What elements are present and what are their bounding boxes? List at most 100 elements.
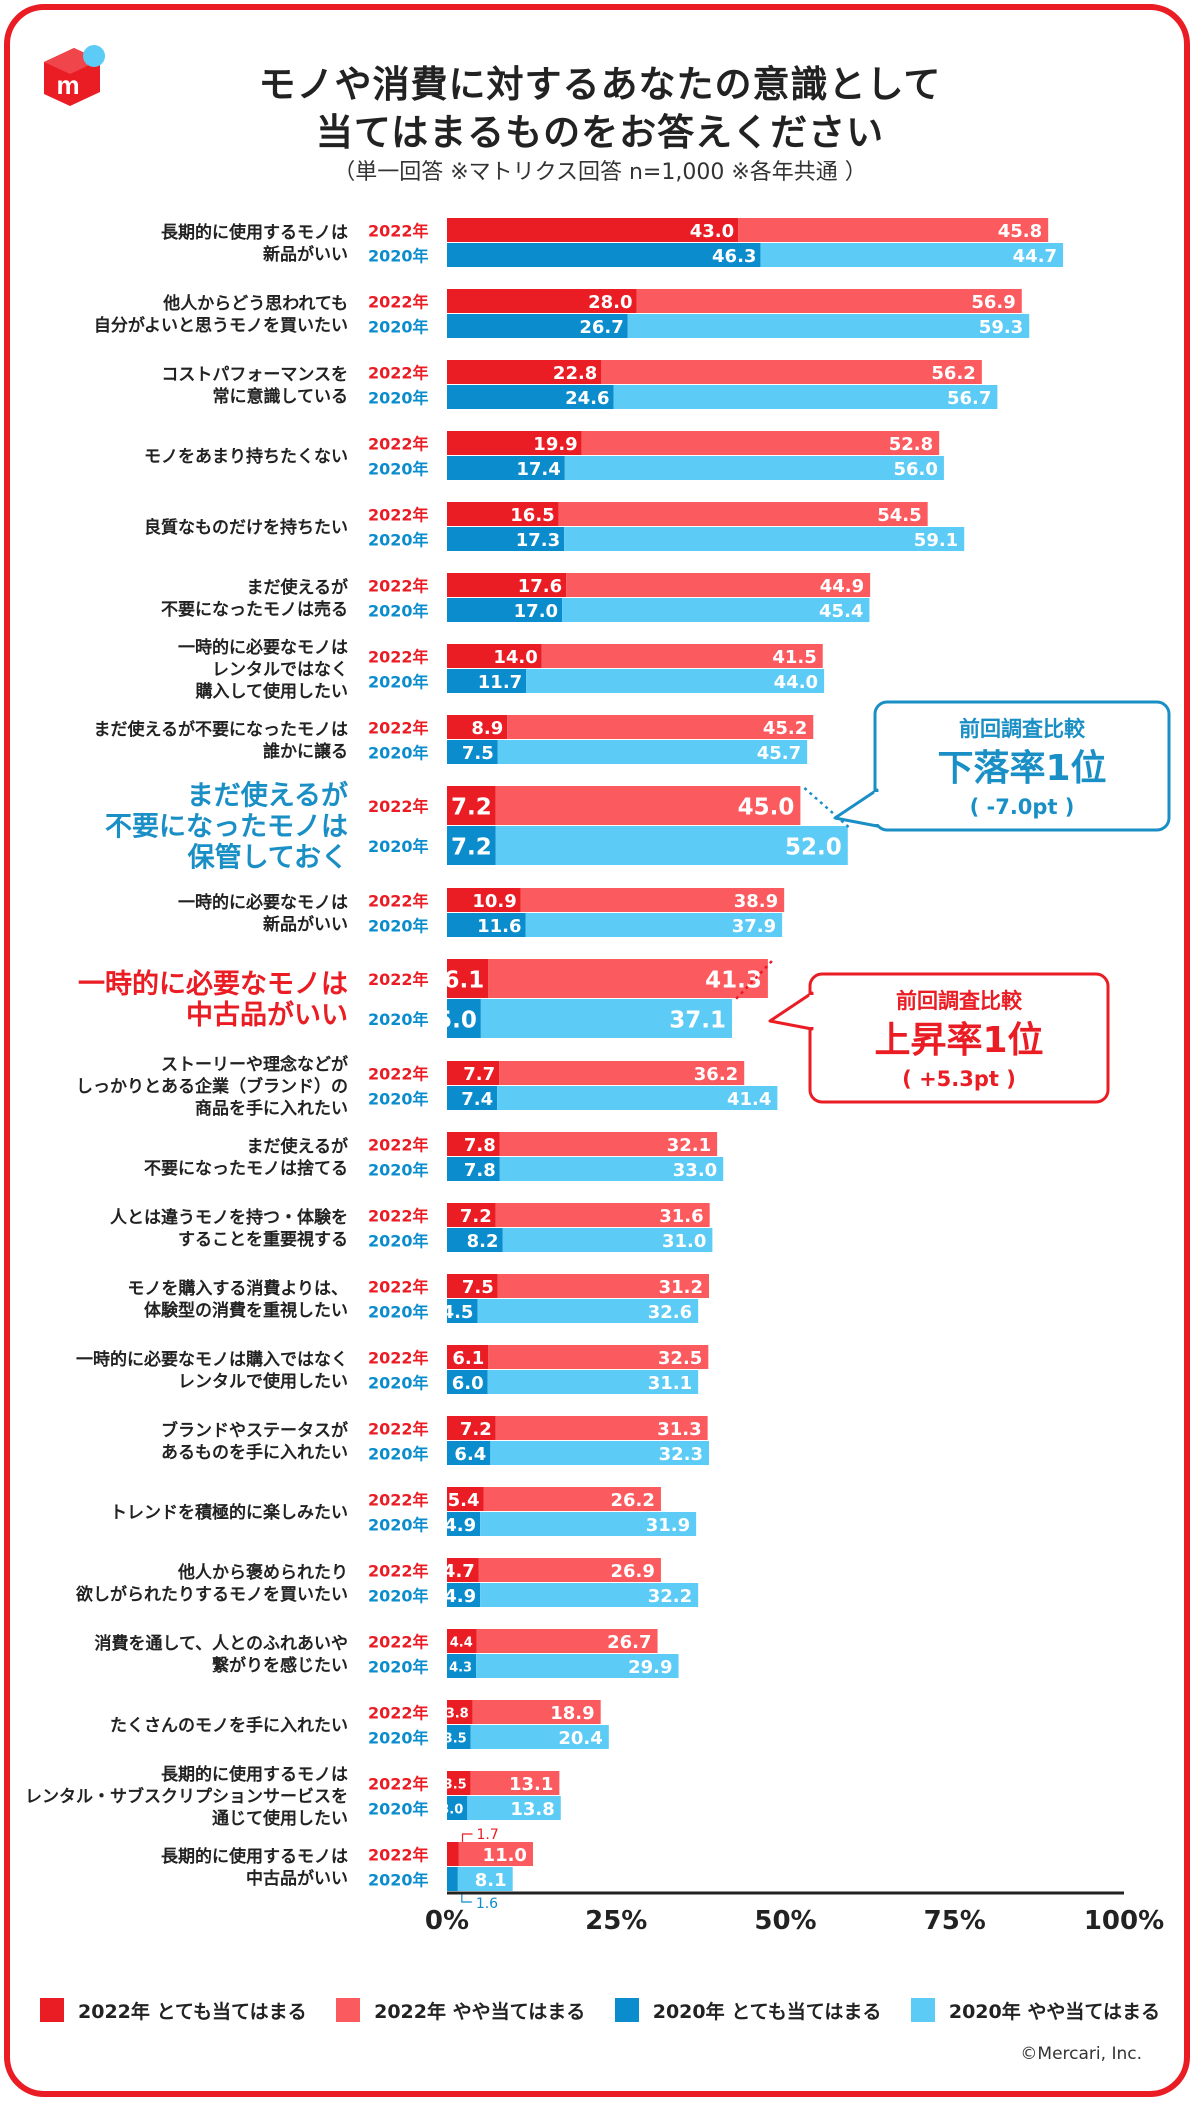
data-label-some: 32.3 xyxy=(659,1444,703,1465)
category-label: モノをあまり持ちたくない xyxy=(144,446,348,467)
category-label: 長期的に使用するモノは xyxy=(161,1846,348,1867)
bar-2020-some xyxy=(499,1157,724,1181)
data-label-strong: 5.0 xyxy=(436,1008,477,1034)
data-label-some: 38.9 xyxy=(734,891,778,912)
bar-2020-strong xyxy=(447,1725,471,1749)
mercari-logo-icon: m xyxy=(44,45,105,106)
data-label-strong: 24.6 xyxy=(565,388,609,409)
category-label: ストーリーや理念などが xyxy=(161,1054,348,1075)
data-label-some: 8.1 xyxy=(475,1870,507,1891)
year-label-2020: 2020年 xyxy=(368,1161,429,1180)
bar-2020-some xyxy=(480,1512,697,1536)
bar-2022-strong xyxy=(447,644,542,668)
data-label-strong: 7.5 xyxy=(462,1277,494,1298)
data-label-strong: 16.5 xyxy=(510,505,554,526)
bar-2020-some xyxy=(562,598,870,622)
bar-2022-some xyxy=(472,1700,601,1724)
data-label-some: 31.6 xyxy=(659,1206,703,1227)
bar-2020-some xyxy=(457,1867,513,1891)
bar-2022-some xyxy=(558,502,928,526)
bar-2020-strong xyxy=(447,527,565,551)
bar-2020-strong xyxy=(447,740,498,764)
data-label-strong: 6.1 xyxy=(444,968,485,994)
year-label-2020: 2020年 xyxy=(368,1587,429,1606)
year-label-2020: 2020年 xyxy=(368,1303,429,1322)
bar-2022-some xyxy=(470,1771,560,1795)
category-label: 購入して使用したい xyxy=(196,681,349,702)
data-label-strong: 19.9 xyxy=(533,434,577,455)
data-label-strong: 7.2 xyxy=(460,1206,492,1227)
bar-2020-strong xyxy=(447,243,761,267)
bar-2020-strong xyxy=(447,385,614,409)
data-label-some: 32.1 xyxy=(667,1135,711,1156)
bar-2020-strong xyxy=(447,1583,481,1607)
bar-2020-strong xyxy=(447,1299,478,1323)
data-label-strong: 14.0 xyxy=(493,647,537,668)
bar-2020-some xyxy=(467,1796,561,1820)
category-label: トレンドを積極的に楽しみたい xyxy=(110,1502,348,1523)
data-label-strong: 11.6 xyxy=(477,916,521,937)
category-label: しっかりとある企業（ブランド）の xyxy=(76,1076,348,1097)
bar-2020-some xyxy=(613,385,998,409)
callout-headline: 下落率1位 xyxy=(937,748,1106,789)
category-label: 一時的に必要なモノは xyxy=(178,637,348,658)
bar-2022-some xyxy=(601,360,982,384)
data-label-strong: 3.5 xyxy=(444,1731,467,1746)
x-tick-label: 75% xyxy=(924,1906,986,1936)
callout-title: 前回調査比較 xyxy=(959,717,1086,741)
bar-2020-strong xyxy=(447,913,526,937)
category-label: 誰かに譲る xyxy=(263,741,348,762)
bar-2020-some xyxy=(477,1299,699,1323)
bar-2022-strong xyxy=(447,1629,477,1653)
year-label-2022: 2022年 xyxy=(368,1349,429,1368)
category-label: 長期的に使用するモノは xyxy=(161,222,348,243)
year-label-2022: 2022年 xyxy=(368,1278,429,1297)
bar-2020-some xyxy=(470,1725,609,1749)
category-label: 一時的に必要なモノは xyxy=(178,892,348,913)
bar-2022-strong xyxy=(447,1416,496,1440)
bar-2020-some xyxy=(760,243,1064,267)
bar-2020-some xyxy=(497,1086,778,1110)
data-label-strong: 7.8 xyxy=(464,1135,496,1156)
data-label-strong: 4.7 xyxy=(443,1561,475,1582)
category-label: まだ使えるが不要になったモノは xyxy=(94,719,349,740)
data-label-strong: 28.0 xyxy=(588,292,632,313)
bar-2022-some xyxy=(499,1061,745,1085)
bar-2020-strong xyxy=(447,1370,488,1394)
data-label-strong: 4.3 xyxy=(449,1660,472,1675)
category-label: 新品がいい xyxy=(263,244,348,265)
category-label: 不要になったモノは売る xyxy=(161,599,348,620)
data-label-some: 31.2 xyxy=(659,1277,703,1298)
category-label: まだ使えるが xyxy=(247,577,349,598)
category-label: 体験型の消費を重視したい xyxy=(144,1300,348,1321)
data-label-some: 32.5 xyxy=(658,1348,702,1369)
data-label-some: 52.0 xyxy=(785,835,842,861)
data-label-some: 31.3 xyxy=(657,1419,701,1440)
data-label-strong: 17.3 xyxy=(516,530,560,551)
data-label-some: 18.9 xyxy=(550,1703,594,1724)
bar-2022-strong xyxy=(447,959,489,998)
data-label-some: 45.4 xyxy=(819,601,863,622)
data-label-strong: 4.4 xyxy=(450,1635,473,1650)
data-label-strong: 6.1 xyxy=(452,1348,484,1369)
legend-item-2022-strong: 2022年 とても当てはまる xyxy=(40,1997,307,2024)
bar-2020-strong xyxy=(447,1086,498,1110)
year-label-2020: 2020年 xyxy=(368,1729,429,1748)
callout-pointer xyxy=(768,991,814,1031)
bar-2020-strong xyxy=(447,669,527,693)
category-label: 新品がいい xyxy=(263,914,348,935)
bar-2022-strong xyxy=(447,289,637,313)
bar-2022-strong xyxy=(447,715,508,739)
year-label-2022: 2022年 xyxy=(368,797,429,816)
category-label: 中古品がいい xyxy=(246,1868,348,1889)
bar-2020-strong xyxy=(447,1441,491,1465)
bar-2020-strong xyxy=(447,826,496,865)
legend-label: 2022年 やや当てはまる xyxy=(374,2000,586,2023)
data-label-some: 13.8 xyxy=(510,1799,554,1820)
bar-2022-strong xyxy=(447,360,602,384)
bar-2020-some xyxy=(502,1228,713,1252)
leader-line xyxy=(461,1892,472,1903)
category-label: レンタルではなく xyxy=(212,660,348,680)
bar-2020-strong xyxy=(447,1796,468,1820)
data-label-some: 13.1 xyxy=(509,1774,553,1795)
